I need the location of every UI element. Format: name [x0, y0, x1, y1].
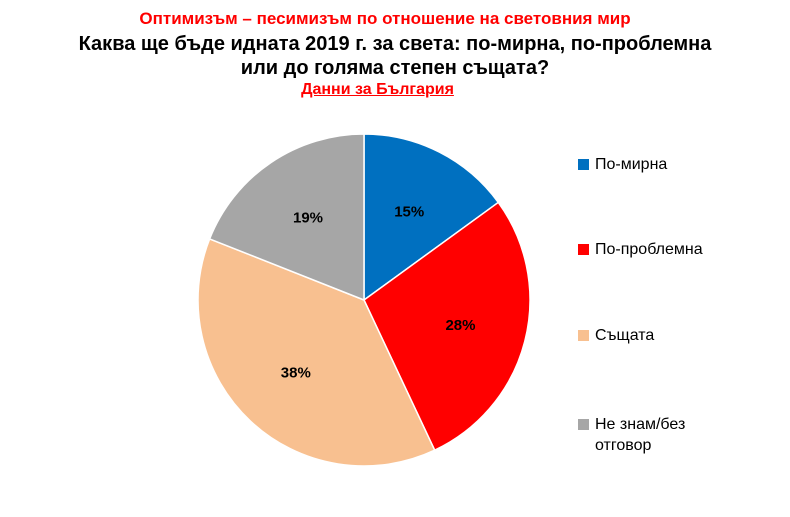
- legend-label-ne-znam: Не знам/без отговор: [595, 416, 686, 454]
- data-label-po-mirna: 15%: [394, 203, 424, 220]
- chart-title-line-1: Каква ще бъде идната 2019 г. за света: п…: [78, 33, 712, 55]
- pie-slice-ne-znam: [208, 133, 365, 302]
- pie-slice-sashtata: [197, 237, 436, 467]
- chart-subtitle-top: Оптимизъм – песимизъм по отношение на св…: [139, 9, 631, 28]
- legend-item-ne-znam: Не знам/без отговор: [578, 414, 778, 456]
- legend-label-po-problemna: По-проблемна: [595, 241, 703, 258]
- legend-item-po-mirna: По-мирна: [578, 154, 778, 175]
- chart-subtitle-bottom: Данни за България: [301, 81, 454, 98]
- pie-slice-po-mirna: [363, 133, 500, 302]
- legend-label-sashtata: Същата: [595, 327, 655, 344]
- data-label-ne-znam: 19%: [293, 210, 323, 227]
- chart-title-line-2: или до голяма степен същата?: [240, 57, 550, 79]
- data-label-po-problemna: 28%: [445, 317, 475, 334]
- legend-item-po-problemna: По-проблемна: [578, 239, 778, 260]
- data-label-sashtata: 38%: [281, 365, 311, 382]
- legend-swatch-po-problemna: [578, 244, 589, 255]
- legend-item-sashtata: Същата: [578, 325, 778, 346]
- pie-slice-po-problemna: [363, 201, 531, 452]
- legend-swatch-ne-znam: [578, 419, 589, 430]
- chart-title: Каква ще бъде идната 2019 г. за света: п…: [0, 32, 790, 80]
- legend-swatch-po-mirna: [578, 159, 589, 170]
- legend-label-po-mirna: По-мирна: [595, 156, 668, 173]
- legend-swatch-sashtata: [578, 330, 589, 341]
- chart-header: Оптимизъм – песимизъм по отношение на св…: [0, 8, 790, 100]
